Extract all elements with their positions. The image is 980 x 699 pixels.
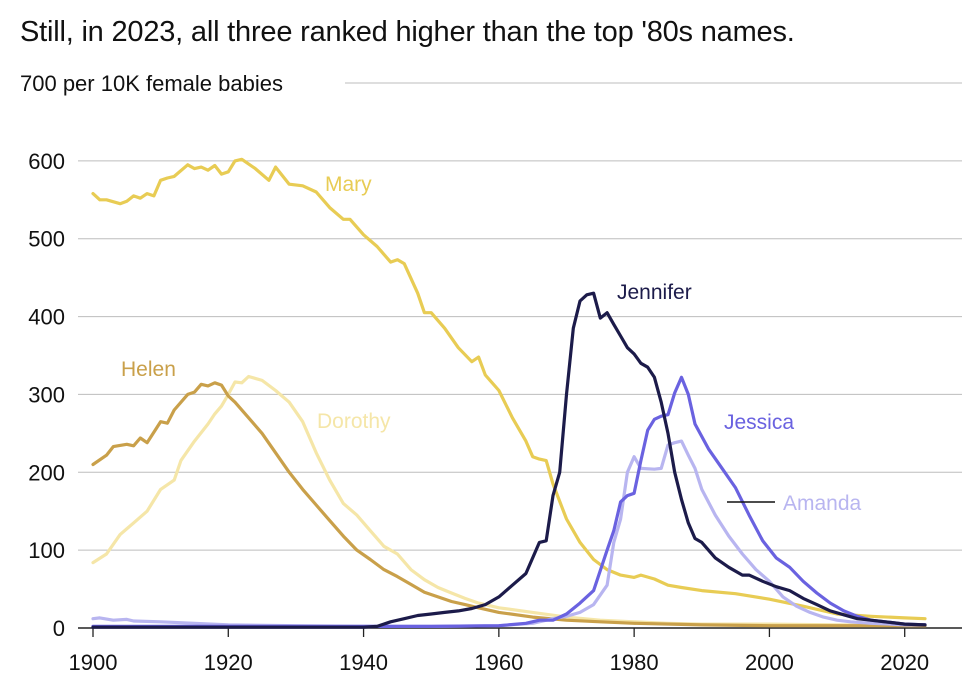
y-tick-label: 0 (53, 616, 65, 641)
x-tick-label: 1940 (339, 650, 388, 675)
x-tick-label: 1900 (69, 650, 118, 675)
series-label-helen: Helen (121, 358, 176, 381)
chart-subtitle: Still, in 2023, all three ranked higher … (20, 16, 795, 48)
x-tick-label: 2000 (745, 650, 794, 675)
x-tick-label: 1960 (474, 650, 523, 675)
y-tick-label: 500 (28, 227, 65, 252)
x-tick-label: 2020 (880, 650, 929, 675)
series-line-jennifer (91, 291, 927, 629)
series-line-helen (91, 381, 927, 628)
y-tick-label: 200 (28, 460, 65, 485)
series-label-dorothy: Dorothy (317, 410, 391, 433)
y-axis-unit-label: 700 per 10K female babies (20, 71, 283, 96)
y-tick-label: 600 (28, 149, 65, 174)
series-line-jessica (91, 375, 927, 628)
x-tick-label: 1980 (610, 650, 659, 675)
series-label-jessica: Jessica (724, 411, 794, 434)
series-label-mary: Mary (325, 173, 372, 196)
y-tick-label: 300 (28, 382, 65, 407)
y-tick-label: 100 (28, 538, 65, 563)
series-label-amanda: Amanda (783, 492, 862, 515)
y-tick-label: 400 (28, 305, 65, 330)
series-label-jennifer: Jennifer (617, 281, 692, 304)
x-tick-label: 1920 (204, 650, 253, 675)
series-line-amanda (91, 439, 927, 628)
series-line-mary (91, 157, 927, 621)
